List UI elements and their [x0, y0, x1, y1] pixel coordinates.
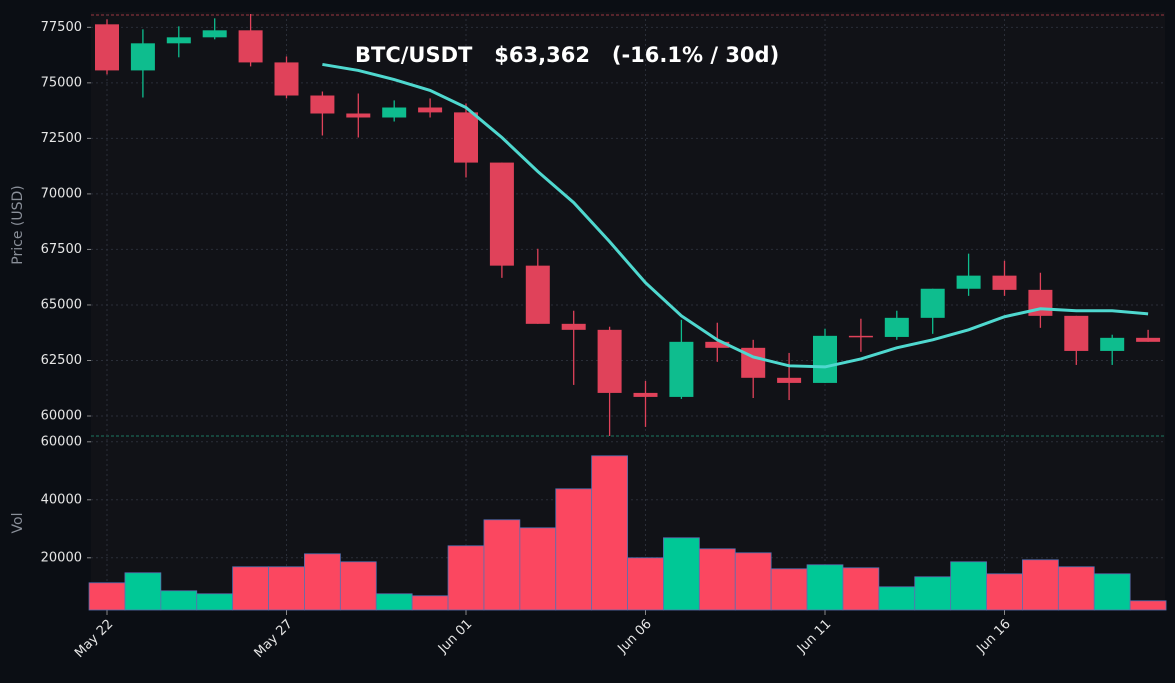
volume-bar	[339, 561, 377, 611]
candle-body	[956, 275, 981, 289]
volume-bar	[698, 548, 736, 611]
volume-bar	[555, 488, 593, 611]
volume-bar	[483, 519, 521, 611]
candle-body	[848, 335, 873, 338]
volume-bar	[734, 552, 772, 611]
y-tick-label: 65000	[41, 297, 82, 312]
volume-bar	[196, 593, 234, 611]
plot-background	[91, 12, 1165, 610]
volume-bar	[304, 553, 341, 611]
candle-body	[813, 335, 837, 383]
y-tick-label: 75000	[41, 75, 82, 90]
candle-body	[382, 107, 407, 118]
moving-average-line	[322, 62, 1149, 369]
y-tick-label: 70000	[41, 186, 82, 201]
volume-bar	[375, 593, 413, 611]
candle-body	[633, 392, 658, 397]
volume-bar	[1022, 559, 1059, 611]
y-tick-label: 20000	[41, 550, 82, 565]
x-tick-label: Jun 16	[973, 617, 1013, 657]
candle-body	[669, 341, 694, 397]
volume-bar	[124, 572, 162, 611]
volume-bar	[663, 537, 700, 611]
candle-body	[525, 265, 550, 324]
volume-bar	[878, 586, 916, 611]
candle-body	[95, 24, 119, 71]
candle-body	[1100, 337, 1125, 351]
x-tick-label: Jun 06	[614, 617, 654, 657]
volume-bar	[986, 573, 1023, 611]
candle-body	[920, 288, 945, 318]
volume-bar	[160, 590, 198, 611]
volume-bar	[842, 567, 880, 611]
volume-bar	[88, 582, 126, 611]
volume-bar	[914, 576, 952, 611]
candle-body	[1064, 315, 1089, 351]
candle-body	[130, 43, 155, 71]
volume-bar	[591, 455, 628, 611]
candle-body	[597, 329, 622, 393]
volume-bar	[447, 545, 485, 611]
candle-body	[1136, 337, 1161, 342]
chart-title: BTC/USDT $63,362 (-16.1% / 30d)	[355, 43, 779, 67]
candle-body	[992, 275, 1017, 290]
candle-body	[884, 317, 909, 337]
x-tick-label: Jun 11	[794, 617, 834, 657]
volume-bar	[268, 566, 305, 611]
y-tick-label: 60000	[41, 409, 82, 424]
candle-body	[454, 112, 478, 163]
volume-bar	[1057, 566, 1095, 611]
volume-bar	[519, 527, 557, 611]
y-axis-label: Vol	[10, 513, 26, 534]
candle-body	[274, 62, 299, 96]
y-tick-label: 60000	[41, 434, 82, 449]
y-axis-label: Price (USD)	[10, 185, 26, 264]
y-tick-label: 67500	[41, 242, 82, 257]
candle-body	[489, 162, 514, 266]
y-tick-label: 62500	[41, 353, 82, 368]
candle-body	[561, 323, 586, 330]
candle-body	[310, 95, 335, 114]
candle-body	[418, 107, 443, 113]
candle-body	[166, 37, 191, 44]
candle-body	[705, 341, 730, 348]
volume-bar	[950, 561, 987, 611]
volume-bar	[232, 566, 269, 611]
candle-body	[202, 30, 227, 38]
volume-bar	[627, 557, 664, 611]
volume-bar	[1093, 573, 1131, 611]
candle-body	[346, 113, 371, 118]
x-tick-label: Jun 01	[435, 617, 475, 657]
candle-body	[777, 377, 802, 383]
candle-body	[238, 30, 263, 63]
x-tick-label: May 22	[72, 617, 116, 661]
volume-bar	[806, 564, 844, 611]
volume-bar	[770, 568, 808, 611]
x-tick-label: May 27	[252, 617, 296, 661]
y-tick-label: 40000	[41, 492, 82, 507]
volume-bar	[411, 595, 449, 611]
y-tick-label: 77500	[41, 20, 82, 35]
volume-bar	[1129, 600, 1167, 611]
y-tick-label: 72500	[41, 131, 82, 146]
